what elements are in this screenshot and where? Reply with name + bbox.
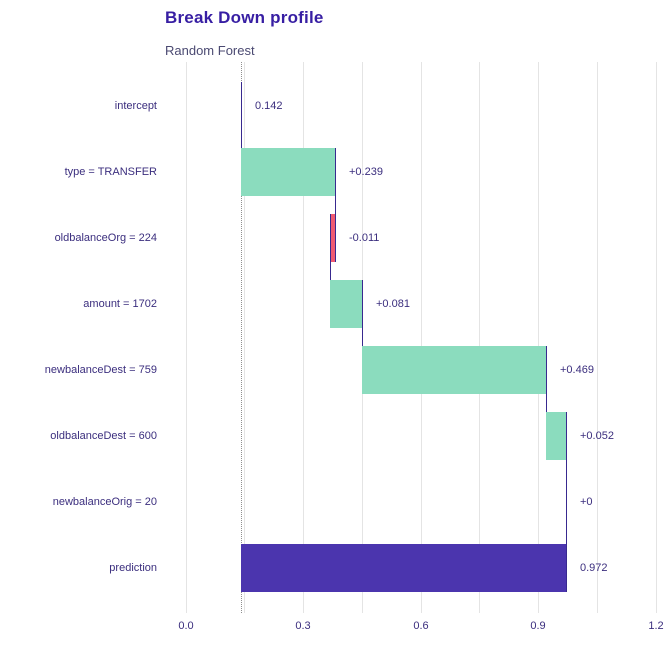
value-label: +0.239 [349, 166, 383, 178]
x-tick-label: 1.2 [648, 620, 664, 632]
category-label: newbalanceOrig = 20 [52, 496, 157, 508]
bar-positive [330, 280, 362, 328]
value-label: +0.052 [580, 430, 614, 442]
x-gridline [303, 62, 304, 613]
bar-positive [362, 346, 546, 394]
connector-line [241, 82, 242, 196]
connector-line [330, 214, 331, 328]
bar-positive [241, 148, 335, 196]
x-gridline [597, 62, 598, 613]
connector-line [335, 148, 336, 262]
x-tick-label: 0.3 [295, 620, 311, 632]
x-gridline [656, 62, 657, 613]
bar-positive [546, 412, 566, 460]
x-gridline [538, 62, 539, 613]
category-label: type = TRANSFER [64, 166, 157, 178]
x-gridline [421, 62, 422, 613]
x-gridline [244, 62, 245, 613]
bar-negative [330, 214, 335, 262]
value-label: +0.081 [376, 298, 410, 310]
category-label: prediction [109, 562, 157, 574]
value-label: 0.972 [580, 562, 608, 574]
x-tick-label: 0.6 [413, 620, 429, 632]
category-label: oldbalanceDest = 600 [50, 430, 157, 442]
connector-line [566, 412, 567, 526]
category-label: newbalanceDest = 759 [44, 364, 157, 376]
x-tick-label: 0.0 [178, 620, 194, 632]
category-label: intercept [114, 100, 157, 112]
value-label: +0 [580, 496, 593, 508]
bar-prediction [241, 544, 566, 592]
x-gridline [186, 62, 187, 613]
chart-subtitle: Random Forest [165, 43, 255, 58]
category-label: amount = 1702 [83, 298, 157, 310]
connector-line [566, 478, 567, 592]
category-label: oldbalanceOrg = 224 [54, 232, 157, 244]
value-label: 0.142 [255, 100, 283, 112]
connector-line [362, 280, 363, 394]
intercept-baseline-dotted-line [241, 62, 242, 613]
x-tick-label: 0.9 [530, 620, 546, 632]
x-gridline [479, 62, 480, 613]
chart-title: Break Down profile [165, 8, 324, 27]
value-label: -0.011 [349, 232, 380, 244]
value-label: +0.469 [560, 364, 594, 376]
connector-line [546, 346, 547, 460]
